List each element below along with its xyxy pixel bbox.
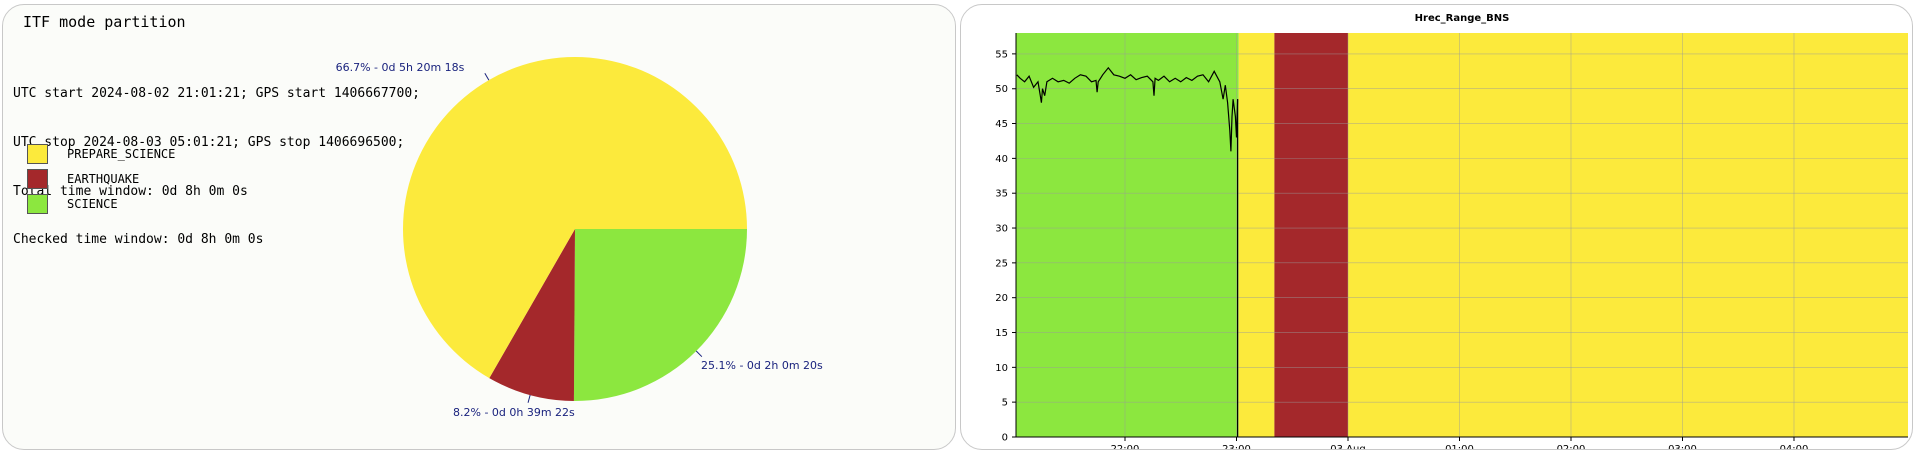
- panel-title: ITF mode partition: [23, 13, 186, 31]
- state-band-science: [1016, 33, 1239, 437]
- pie-slice-earthquake: [489, 229, 575, 401]
- y-tick-label: 20: [995, 293, 1008, 304]
- legend-swatch: [27, 144, 48, 164]
- x-tick-label: 03 Aug: [1330, 444, 1365, 450]
- y-tick-label: 0: [1002, 433, 1008, 444]
- pie-label-earthquake: 8.2% - 0d 0h 39m 22s: [453, 406, 575, 419]
- pie-label-science: 25.1% - 0d 2h 0m 20s: [701, 359, 823, 372]
- y-tick-label: 5: [1002, 398, 1008, 409]
- x-tick-label: 01:00: [1445, 444, 1474, 450]
- series-line-0: [1016, 66, 1239, 152]
- y-tick-label: 50: [995, 84, 1008, 95]
- y-tick-label: 15: [995, 328, 1008, 339]
- x-tick-label: 03:00: [1668, 444, 1697, 450]
- x-tick-label: 22:00: [1111, 444, 1140, 450]
- pie-label-prepare-science: 66.7% - 0d 5h 20m 18s: [336, 61, 465, 74]
- y-tick-label: 30: [995, 224, 1008, 235]
- legend-label: SCIENCE: [67, 197, 118, 211]
- mode-partition-panel: ITF mode partition UTC start 2024-08-02 …: [2, 4, 956, 450]
- pie-slice-science: [573, 229, 747, 402]
- hrec-range-panel: Hrec_Range_BNS 0 5 10 15 20 25 30 35 40 45 50 55 22:0…: [960, 4, 1913, 450]
- state-band-prepare-science: [1347, 33, 1908, 437]
- legend-label: PREPARE_SCIENCE: [67, 147, 176, 161]
- x-tick-label: 23:00: [1222, 444, 1251, 450]
- pie-leader-line: [695, 350, 703, 358]
- legend-swatch: [27, 169, 48, 189]
- state-band-earthquake: [1274, 33, 1348, 437]
- x-tick-label: 04:00: [1780, 444, 1809, 450]
- info-line-utc-stop: UTC stop 2024-08-03 05:01:21; GPS stop 1…: [13, 135, 405, 151]
- state-band-prepare-science: [1238, 33, 1275, 437]
- line-chart: Hrec_Range_BNS 0 5 10 15 20 25 30 35 40 45 50 55 22:0…: [995, 13, 1908, 450]
- pie-leader-line: [527, 394, 531, 403]
- y-tick-label: 10: [995, 363, 1008, 374]
- pie-leader-line: [484, 72, 490, 81]
- y-tick-label: 35: [995, 189, 1008, 200]
- axes: [1015, 33, 1908, 438]
- legend-label: EARTHQUAKE: [67, 172, 140, 186]
- y-tick-label: 55: [995, 49, 1008, 60]
- y-tick-label: 25: [995, 258, 1008, 269]
- time-window-info: UTC start 2024-08-02 21:01:21; GPS start…: [13, 54, 420, 281]
- legend-swatch: [27, 194, 48, 214]
- pie-chart: 25.1% - 0d 2h 0m 20s 8.2% - 0d 0h 39m 22s…: [336, 57, 823, 419]
- y-tick-label: 40: [995, 154, 1008, 165]
- x-tick-label: 02:00: [1557, 444, 1586, 450]
- pie-slice-prepare-science: [403, 57, 747, 379]
- info-line-checked-window: Checked time window: 0d 8h 0m 0s: [13, 232, 264, 248]
- y-tick-label: 45: [995, 119, 1008, 130]
- info-line-utc-start: UTC start 2024-08-02 21:01:21; GPS start…: [13, 86, 420, 102]
- chart-title: Hrec_Range_BNS: [1415, 13, 1510, 24]
